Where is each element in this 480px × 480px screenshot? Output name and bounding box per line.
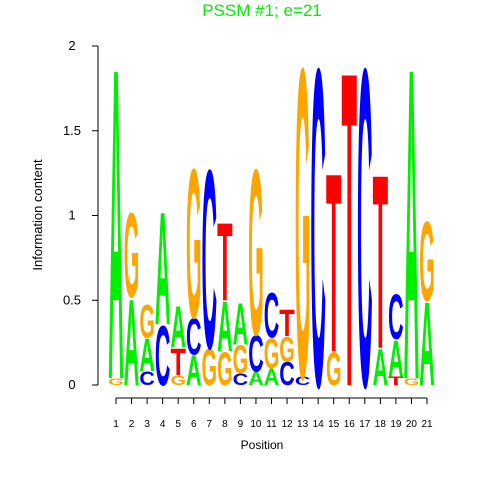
x-tick-label: 19: [390, 419, 402, 430]
y-axis-label: Information content: [30, 159, 45, 271]
x-tick-label: 1: [113, 419, 119, 430]
chart-title: PSSM #1; e=21: [202, 1, 322, 20]
logo-letter: T: [388, 374, 404, 388]
x-tick-label: 5: [175, 419, 181, 430]
logo-letter: T: [342, 0, 358, 480]
y-tick-label: 1.5: [63, 123, 81, 138]
x-tick-label: 8: [222, 419, 228, 430]
logo-letter: G: [404, 376, 420, 387]
logo-letter: G: [217, 343, 233, 396]
logo-letter: A: [139, 329, 155, 382]
logo-letter: C: [310, 0, 326, 480]
logo-letter: A: [170, 296, 186, 361]
logo-letter: T: [170, 340, 186, 383]
logo-letter: A: [404, 0, 420, 473]
logo-letter: C: [388, 283, 404, 354]
logo-letter: C: [139, 369, 155, 390]
logo-letter: A: [373, 339, 389, 397]
logo-letter: G: [170, 372, 186, 388]
logo-letter: T: [373, 124, 389, 402]
logo-letter: G: [233, 337, 249, 382]
x-tick-label: 15: [328, 419, 340, 430]
logo-letter: C: [295, 374, 311, 388]
logo-letter: G: [186, 126, 202, 364]
x-axis-label: Position: [241, 438, 284, 452]
logo-letter: C: [279, 355, 295, 392]
x-tick-label: 12: [281, 419, 293, 430]
logo-letter: C: [248, 326, 264, 384]
logo-letter: G: [419, 199, 435, 325]
y-tick-label: 2: [68, 38, 75, 53]
logo-letter: A: [419, 279, 435, 411]
y-tick-label: 0: [68, 377, 75, 392]
logo-letter: C: [233, 371, 249, 389]
logo-letter: G: [264, 330, 280, 378]
x-tick-label: 9: [238, 419, 244, 430]
logo-letter: A: [186, 347, 202, 395]
y-tick-label: 1: [68, 208, 75, 223]
logo-letter: T: [279, 301, 295, 344]
logo-letter: A: [388, 331, 404, 389]
x-tick-label: 18: [375, 419, 387, 430]
logo-letter: C: [264, 281, 280, 352]
logo-letter: A: [108, 0, 124, 473]
logo-letter: G: [202, 339, 218, 397]
x-tick-label: 13: [297, 419, 309, 430]
x-tick-label: 14: [313, 419, 325, 430]
logo-letter: T: [217, 199, 233, 324]
x-tick-label: 4: [160, 419, 166, 430]
logo-letter: C: [186, 309, 202, 367]
logo-letter: G: [248, 120, 264, 385]
logo-letter: G: [295, 0, 311, 471]
x-tick-label: 21: [421, 419, 433, 430]
logo-letter: A: [217, 289, 233, 367]
logo-letter: A: [124, 274, 140, 412]
logo-letter: T: [326, 121, 342, 406]
logo-letter: G: [279, 330, 295, 370]
logo-letter: G: [326, 343, 342, 396]
x-tick-label: 11: [266, 419, 277, 430]
logo-letter: A: [233, 292, 249, 357]
x-tick-label: 3: [144, 419, 150, 430]
x-tick-label: 16: [344, 419, 356, 430]
logo-letter: G: [139, 295, 155, 348]
y-tick-label: 0.5: [63, 292, 81, 307]
logo-letter: G: [124, 190, 140, 324]
x-tick-label: 7: [207, 419, 213, 430]
x-tick-label: 17: [359, 419, 371, 430]
logo-letter: C: [155, 310, 171, 405]
logo-letter: A: [155, 180, 171, 359]
logo-letter: C: [202, 118, 218, 403]
logo-letter: A: [248, 369, 264, 390]
x-tick-label: 6: [191, 419, 197, 430]
logo-letter: C: [357, 0, 373, 480]
x-tick-label: 20: [406, 419, 418, 430]
logo-letter: A: [264, 364, 280, 390]
x-tick-label: 10: [250, 419, 262, 430]
x-tick-label: 2: [129, 419, 135, 430]
logo-letter: G: [108, 376, 124, 387]
